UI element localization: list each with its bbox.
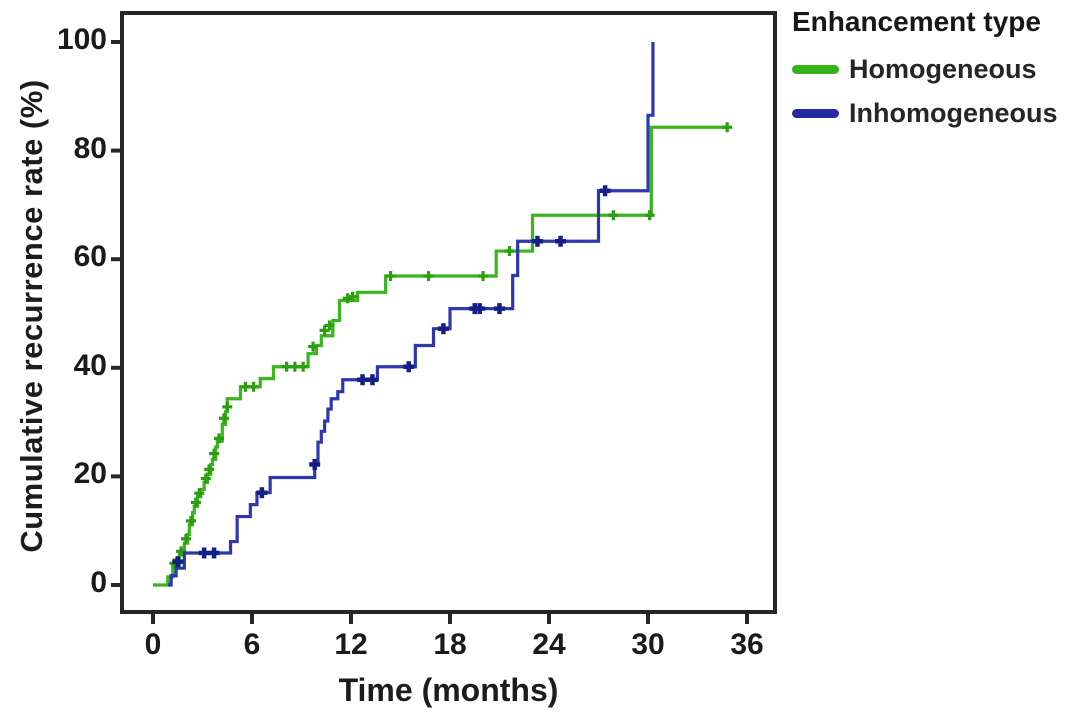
y-tick-label: 20: [73, 457, 107, 491]
y-axis-title: Cumulative recurrence rate (%): [14, 79, 49, 553]
series-curve-inhomogeneous: [167, 42, 655, 587]
y-tick-label: 80: [73, 131, 107, 165]
x-tick-label: 24: [532, 628, 566, 661]
legend-label: Inhomogeneous: [849, 97, 1058, 128]
legend: Enhancement type Homogeneous Inhomogeneou…: [792, 6, 1082, 140]
x-tick-label: 30: [631, 628, 665, 661]
legend-items: Homogeneous Inhomogeneous: [792, 52, 1082, 130]
x-tick-label: 0: [144, 628, 162, 661]
x-axis-title: Time (months): [338, 672, 559, 708]
legend-title: Enhancement type: [792, 6, 1041, 37]
legend-swatch-icon: [792, 108, 839, 118]
x-tick-label: 36: [730, 628, 764, 661]
y-tick-label: 60: [73, 240, 107, 274]
y-tick-label: 40: [73, 348, 107, 382]
legend-label: Homogeneous: [849, 53, 1037, 84]
legend-item: Inhomogeneous: [792, 96, 1082, 130]
legend-item: Homogeneous: [792, 52, 1082, 86]
y-tick-label: 0: [90, 566, 107, 599]
legend-swatch-icon: [792, 64, 839, 74]
y-tick-label: 100: [56, 23, 107, 56]
x-tick-label: 18: [433, 628, 467, 661]
x-tick-label: 6: [243, 628, 261, 661]
x-tick-label: 12: [334, 628, 368, 661]
